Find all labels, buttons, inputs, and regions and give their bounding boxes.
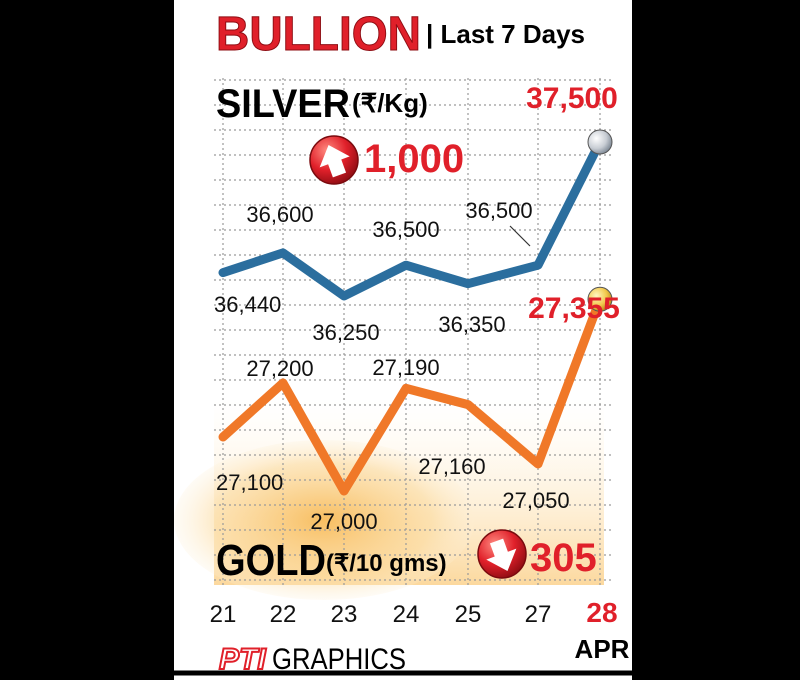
silver-line [218, 137, 605, 301]
gold-value-label: 27,190 [372, 355, 439, 380]
x-axis: 21 22 23 24 25 27 28 [210, 597, 618, 628]
infographic-panel: BULLION | Last 7 Days 36,440 36,600 36,250… [174, 0, 632, 680]
gold-value-label: 27,100 [216, 470, 283, 495]
silver-change: 1,000 [364, 137, 464, 181]
silver-value-label: 36,600 [246, 202, 313, 227]
silver-label-leader [509, 225, 531, 247]
silver-unit: (₹/Kg) [352, 88, 428, 118]
silver-value-label: 36,500 [372, 217, 439, 242]
x-tick-label: 24 [393, 601, 420, 628]
gold-change: 305 [530, 536, 597, 580]
chart-subtitle: | Last 7 Days [426, 19, 585, 49]
value-labels: 36,440 36,600 36,250 36,500 36,350 36,500 37,5… [214, 82, 620, 534]
footer-brand: PTI [219, 643, 266, 676]
gold-value-label: 27,000 [310, 509, 377, 534]
x-tick-label: 25 [455, 601, 482, 628]
gold-value-label: 27,050 [502, 488, 569, 513]
gold-unit: (₹/10 gms) [326, 550, 447, 577]
x-tick-label: 21 [210, 601, 237, 628]
x-month-label: APR [575, 634, 630, 664]
bullion-chart: BULLION | Last 7 Days 36,440 36,600 36,250… [174, 8, 632, 677]
gold-endpoint-marker [587, 286, 613, 312]
gold-down-arrow-icon [477, 529, 527, 579]
silver-value-label: 37,500 [526, 82, 618, 115]
chart-title: BULLION [216, 8, 421, 61]
x-tick-label: 27 [525, 601, 552, 628]
silver-value-label: 36,250 [312, 320, 379, 345]
gold-value-label: 27,200 [246, 356, 313, 381]
silver-value-label: 36,350 [438, 312, 505, 337]
silver-value-label: 36,500 [465, 198, 532, 223]
footer-label: GRAPHICS [272, 643, 406, 676]
gold-line [218, 294, 605, 496]
x-tick-label: 23 [331, 601, 358, 628]
silver-up-arrow-icon [309, 135, 359, 185]
silver-value-label: 36,440 [214, 292, 281, 317]
gold-value-label: 27,355 [528, 292, 620, 325]
silver-endpoint-marker [587, 129, 613, 155]
silver-series-name: SILVER [216, 82, 350, 126]
gold-value-label: 27,160 [418, 454, 485, 479]
x-tick-label: 28 [586, 597, 617, 628]
series-lines [218, 129, 613, 496]
x-tick-label: 22 [270, 601, 297, 628]
gold-series-name: GOLD [216, 536, 326, 585]
